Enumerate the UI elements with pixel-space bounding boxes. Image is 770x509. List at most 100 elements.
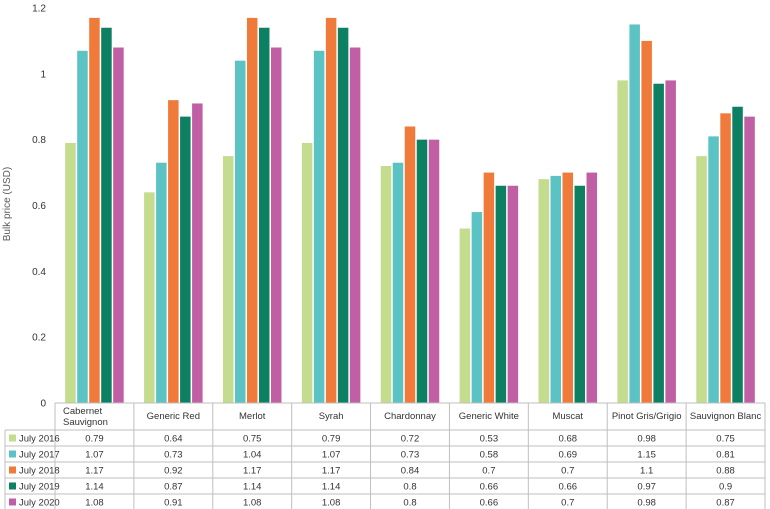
bar bbox=[89, 17, 100, 403]
y-tick-label: 1.2 bbox=[32, 4, 46, 15]
bar bbox=[301, 142, 313, 404]
y-tick-label: 0.8 bbox=[32, 135, 46, 146]
data-label: 0.79 bbox=[85, 434, 104, 445]
category-label: Generic Red bbox=[147, 411, 200, 422]
data-label: 0.92 bbox=[164, 466, 183, 477]
bars bbox=[65, 17, 755, 404]
category-label: Sauvignon bbox=[63, 417, 108, 428]
data-label: 1.17 bbox=[243, 466, 262, 477]
data-label: 0.8 bbox=[403, 482, 416, 493]
legend-key bbox=[9, 498, 16, 506]
bar bbox=[325, 17, 337, 403]
bar bbox=[349, 47, 361, 403]
data-label: 0.7 bbox=[561, 466, 574, 477]
bar bbox=[629, 24, 640, 403]
bar bbox=[653, 83, 664, 403]
bar bbox=[641, 40, 652, 404]
data-label: 0.7 bbox=[561, 498, 574, 509]
data-label: 0.88 bbox=[716, 466, 735, 477]
data-label: 0.66 bbox=[480, 482, 499, 493]
bar bbox=[495, 185, 507, 403]
data-label: 0.91 bbox=[164, 498, 183, 509]
legend-entry: July 2019 bbox=[19, 482, 60, 493]
legend-entry: July 2016 bbox=[19, 434, 60, 445]
data-label: 1.14 bbox=[85, 482, 104, 493]
data-label: 0.69 bbox=[559, 450, 578, 461]
data-label: 0.87 bbox=[716, 498, 735, 509]
bar bbox=[586, 172, 598, 403]
bar bbox=[428, 139, 440, 403]
bar bbox=[270, 47, 282, 403]
bar bbox=[65, 142, 76, 404]
category-label: Muscat bbox=[552, 411, 583, 422]
data-label: 0.75 bbox=[243, 434, 262, 445]
data-label: 0.7 bbox=[482, 466, 495, 477]
bar bbox=[416, 139, 428, 403]
y-tick-label: 0 bbox=[40, 399, 46, 410]
bar bbox=[380, 166, 392, 403]
data-label: 0.66 bbox=[559, 482, 578, 493]
data-label: 1.08 bbox=[85, 498, 104, 509]
data-label: 1.17 bbox=[85, 466, 104, 477]
category-label: Chardonnay bbox=[384, 411, 436, 422]
bar bbox=[337, 27, 349, 403]
bar bbox=[574, 185, 586, 403]
bar bbox=[168, 100, 179, 404]
data-label: 0.98 bbox=[637, 434, 656, 445]
data-label: 1.08 bbox=[322, 498, 341, 509]
bar bbox=[113, 47, 124, 403]
data-label: 0.73 bbox=[401, 450, 420, 461]
category-label: Sauvignon Blanc bbox=[690, 411, 762, 422]
data-label: 0.9 bbox=[719, 482, 732, 493]
data-label: 0.53 bbox=[480, 434, 499, 445]
bar bbox=[77, 50, 88, 404]
data-label: 0.58 bbox=[480, 450, 499, 461]
bar bbox=[550, 175, 562, 403]
bar bbox=[471, 212, 483, 403]
category-label: Syrah bbox=[319, 411, 344, 422]
bar bbox=[538, 179, 550, 403]
bar bbox=[222, 156, 234, 403]
y-tick-label: 0.6 bbox=[32, 201, 46, 212]
bar bbox=[665, 80, 676, 404]
data-label: 1.07 bbox=[85, 450, 104, 461]
data-label: 1.14 bbox=[322, 482, 341, 493]
legend-key bbox=[9, 434, 16, 442]
bar bbox=[192, 103, 203, 403]
bar bbox=[708, 136, 719, 403]
data-label: 1.08 bbox=[243, 498, 262, 509]
bar bbox=[258, 27, 270, 403]
bar bbox=[732, 106, 743, 403]
data-label: 0.68 bbox=[559, 434, 578, 445]
data-label: 0.8 bbox=[403, 498, 416, 509]
data-label: 1.07 bbox=[322, 450, 341, 461]
bar bbox=[483, 172, 495, 403]
bar bbox=[744, 116, 755, 403]
data-label: 0.79 bbox=[322, 434, 341, 445]
category-label: Generic White bbox=[459, 411, 519, 422]
bar bbox=[720, 113, 731, 403]
bar bbox=[562, 172, 574, 403]
data-label: 0.72 bbox=[401, 434, 420, 445]
bar bbox=[313, 50, 325, 404]
bar bbox=[617, 80, 628, 404]
legend-entry: July 2020 bbox=[19, 498, 60, 509]
data-label: 1.14 bbox=[243, 482, 262, 493]
bar bbox=[404, 126, 416, 403]
category-label: Merlot bbox=[239, 411, 266, 422]
y-tick-label: 0.2 bbox=[32, 333, 46, 344]
bar bbox=[156, 162, 167, 403]
legend-key bbox=[9, 466, 16, 474]
data-label: 0.64 bbox=[164, 434, 183, 445]
bar bbox=[144, 192, 155, 403]
legend-entry: July 2017 bbox=[19, 450, 60, 461]
bar bbox=[507, 185, 519, 403]
bar bbox=[696, 156, 707, 403]
category-label: Pinot Gris/Grigio bbox=[612, 411, 682, 422]
category-label: Cabernet bbox=[63, 406, 102, 417]
data-label: 0.98 bbox=[637, 498, 656, 509]
bar bbox=[246, 17, 258, 403]
data-label: 1.1 bbox=[640, 466, 653, 477]
